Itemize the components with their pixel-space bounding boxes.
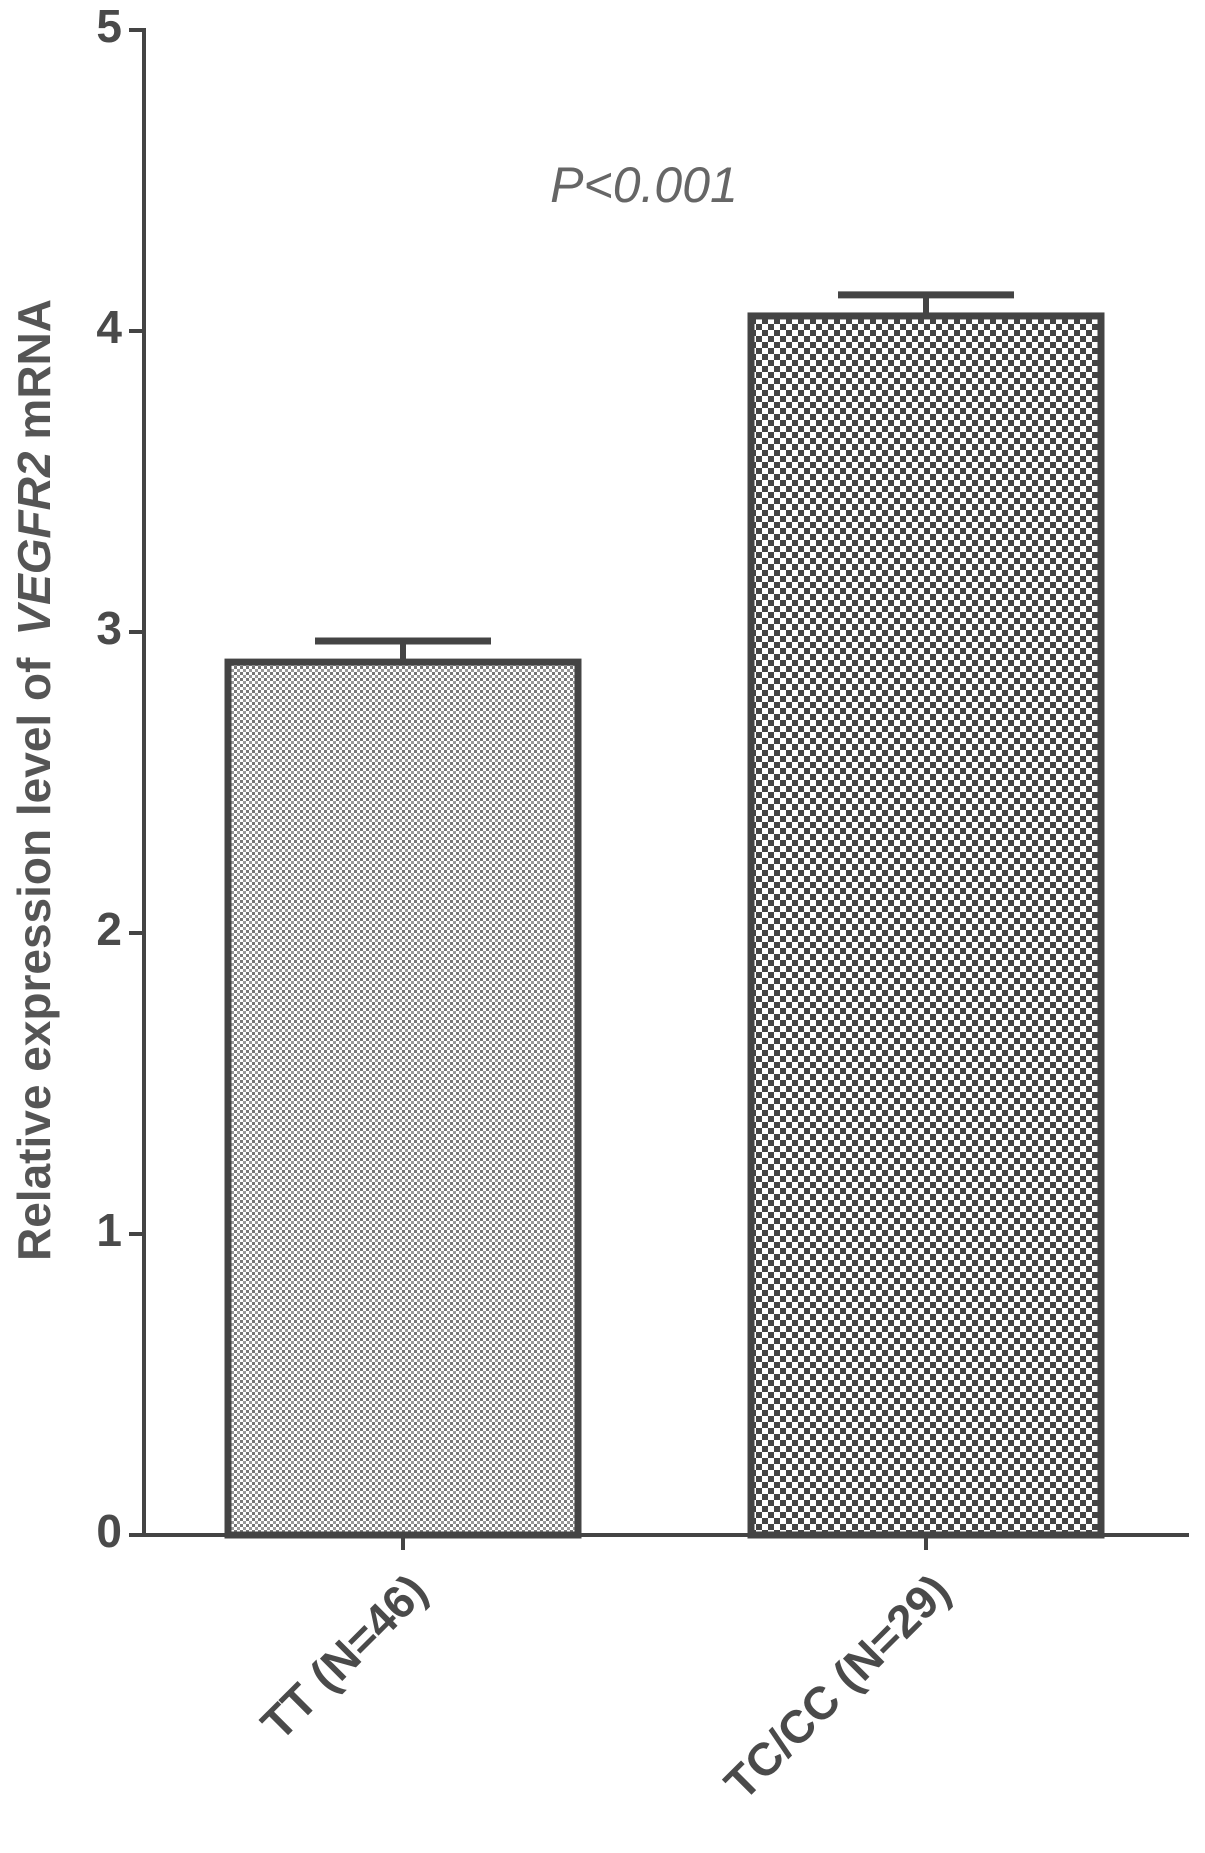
error-bar: [838, 291, 1014, 316]
y-tick-label: 3: [96, 602, 122, 654]
y-tick-label: 4: [96, 301, 122, 353]
x-tick-label: TT (N=46): [251, 1564, 437, 1750]
y-axis-title-part: VEGFR2: [8, 451, 60, 635]
bar: [747, 312, 1105, 1539]
y-tick-label: 0: [96, 1505, 122, 1557]
x-tick-label: TC/CC (N=29): [714, 1564, 960, 1810]
y-tick-label: 1: [96, 1204, 122, 1256]
error-bar: [315, 637, 491, 663]
y-axis-title: Relative expression level of VEGFR2 mRNA: [8, 299, 60, 1261]
y-axis-title-part: Relative expression level of: [8, 657, 60, 1261]
y-axis-title-part: mRNA: [8, 299, 60, 440]
y-tick-label: 2: [96, 903, 122, 955]
annotation: P<0.001: [550, 157, 738, 213]
bar: [224, 658, 582, 1539]
y-tick-label: 5: [96, 0, 122, 52]
